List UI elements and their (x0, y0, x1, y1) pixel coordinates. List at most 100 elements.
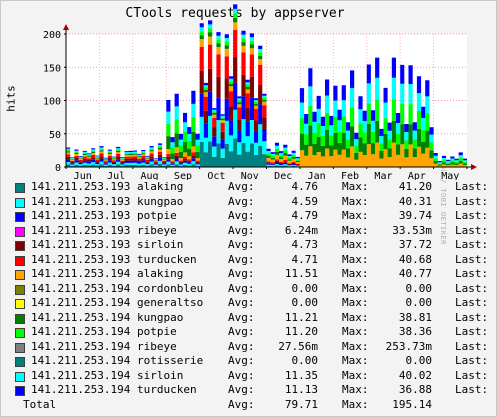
legend-series-name: 141.211.253.193 sirloin (31, 238, 184, 251)
legend-row: 141.211.253.194 alaking Avg: 11.51 Max: 40.7… (0, 267, 497, 281)
x-tick-label: Mar (374, 171, 392, 180)
legend-swatch (15, 386, 25, 396)
legend-series-name: 141.211.253.194 kungpao (31, 310, 184, 324)
legend-swatch (15, 313, 25, 324)
last-label: Last: (455, 267, 489, 280)
avg-label: Avg: (228, 383, 255, 396)
y-tick-label: 50 (49, 130, 61, 141)
legend-row: 141.211.253.194 cordonbleu Avg: 0.00 Max: 0.… (0, 282, 497, 296)
last-label: Last: (455, 310, 489, 324)
legend-total-row: Total Avg: 79.71 Max: 195.14 (0, 398, 497, 412)
avg-value: 11.35 (284, 368, 318, 382)
last-label: Last: (455, 281, 489, 295)
max-label: Max: (342, 310, 369, 324)
legend-series-name: 141.211.253.193 kungpao (31, 194, 184, 208)
legend-series-name: 141.211.253.194 ribeye (31, 339, 177, 353)
x-tick-label: Nov (241, 171, 259, 180)
max-label: Max: (342, 354, 369, 367)
x-tick-label: Oct (207, 171, 225, 180)
avg-value: 6.24m (284, 223, 318, 237)
x-tick-label: Jan (308, 171, 326, 180)
avg-value: 11.21 (284, 310, 318, 324)
avg-label: Avg: (228, 397, 255, 411)
legend-row: 141.211.253.193 sirloin Avg: 4.73 Max: 37.72… (0, 238, 497, 252)
legend-series-name: 141.211.253.193 ribeye (31, 223, 177, 237)
avg-value: 11.20 (284, 325, 318, 338)
max-label: Max: (342, 223, 369, 237)
x-tick-label: May (441, 171, 459, 180)
max-value: 40.68 (398, 252, 432, 266)
legend-series-name: 141.211.253.193 alaking (31, 180, 184, 193)
total-avg-value: 79.71 (284, 397, 318, 411)
legend-series-name: 141.211.253.193 potpie (31, 209, 177, 222)
max-label: Max: (342, 397, 369, 411)
max-label: Max: (342, 325, 369, 338)
last-label: Last: (455, 325, 489, 338)
legend-swatch (15, 299, 25, 309)
x-tick-label: Jul (107, 171, 125, 180)
x-tick-label: Dec (274, 171, 292, 180)
max-value: 33.53m (392, 223, 432, 237)
legend-swatch (15, 328, 25, 338)
x-tick-label: Jun (74, 171, 92, 180)
avg-label: Avg: (228, 354, 255, 367)
avg-label: Avg: (228, 209, 255, 222)
legend-series-name: 141.211.253.193 turducken (31, 252, 197, 266)
legend-swatch (15, 342, 25, 353)
last-label: Last: (455, 252, 489, 266)
avg-label: Avg: (228, 194, 255, 208)
avg-value: 11.13 (284, 383, 318, 396)
legend-swatch (15, 226, 25, 237)
legend-swatch (15, 255, 25, 266)
legend-row: 141.211.253.194 generaltso Avg: 0.00 Max: 0.… (0, 296, 497, 310)
legend-row: 141.211.253.193 turducken Avg: 4.71 Max: 40.… (0, 253, 497, 267)
max-label: Max: (342, 383, 369, 396)
max-value: 253.73m (385, 339, 432, 353)
max-value: 0.00 (405, 354, 433, 367)
legend-row: 141.211.253.194 kungpao Avg: 11.21 Max: 38.8… (0, 311, 497, 325)
legend-swatch (15, 284, 25, 295)
x-axis-arrow (471, 164, 477, 170)
x-tick-label: Apr (408, 171, 426, 180)
max-value: 41.20 (398, 180, 432, 193)
legend-row: 141.211.253.194 sirloin Avg: 11.35 Max: 40.0… (0, 369, 497, 383)
avg-label: Avg: (228, 310, 255, 324)
max-value: 40.02 (398, 368, 432, 382)
max-label: Max: (342, 238, 369, 251)
last-label: Last: (455, 180, 489, 193)
legend-swatch (15, 371, 25, 382)
max-label: Max: (342, 267, 369, 280)
max-value: 0.00 (405, 296, 433, 309)
x-tick-label: Sep (174, 171, 192, 180)
avg-value: 0.00 (291, 281, 319, 295)
x-tick-label: Feb (341, 171, 359, 180)
avg-label: Avg: (228, 325, 255, 338)
avg-value: 4.59 (291, 194, 319, 208)
avg-label: Avg: (228, 281, 255, 295)
max-label: Max: (342, 281, 369, 295)
total-max-value: 195.14 (392, 397, 432, 411)
legend-swatch (15, 212, 25, 222)
max-value: 0.00 (405, 281, 433, 295)
avg-value: 4.76 (291, 180, 319, 193)
last-label: Last: (455, 223, 489, 237)
legend-swatch (15, 241, 25, 251)
y-tick-label: 200 (43, 30, 61, 41)
max-value: 40.77 (398, 267, 432, 280)
avg-value: 0.00 (291, 354, 319, 367)
legend-swatch (15, 270, 25, 280)
plot-area: 0 50 100 150 200 Jun Jul Aug Sep Oct Nov Dec Jan Feb M… (43, 4, 477, 180)
legend-row: 141.211.253.194 turducken Avg: 11.13 Max: 36… (0, 383, 497, 397)
avg-label: Avg: (228, 180, 255, 193)
last-label: Last: (455, 354, 489, 367)
last-label: Last: (455, 383, 489, 396)
legend-series-name: 141.211.253.194 sirloin (31, 368, 184, 382)
avg-label: Avg: (228, 238, 255, 251)
legend-series-name: 141.211.253.194 potpie (31, 325, 177, 338)
legend-series-name: 141.211.253.194 rotisserie (31, 354, 204, 367)
legend-row: 141.211.253.194 rotisserie Avg: 0.00 Max: 0.… (0, 354, 497, 368)
avg-value: 4.79 (291, 209, 319, 222)
y-tick-label: 0 (55, 163, 61, 174)
max-label: Max: (342, 209, 369, 222)
max-label: Max: (342, 252, 369, 266)
